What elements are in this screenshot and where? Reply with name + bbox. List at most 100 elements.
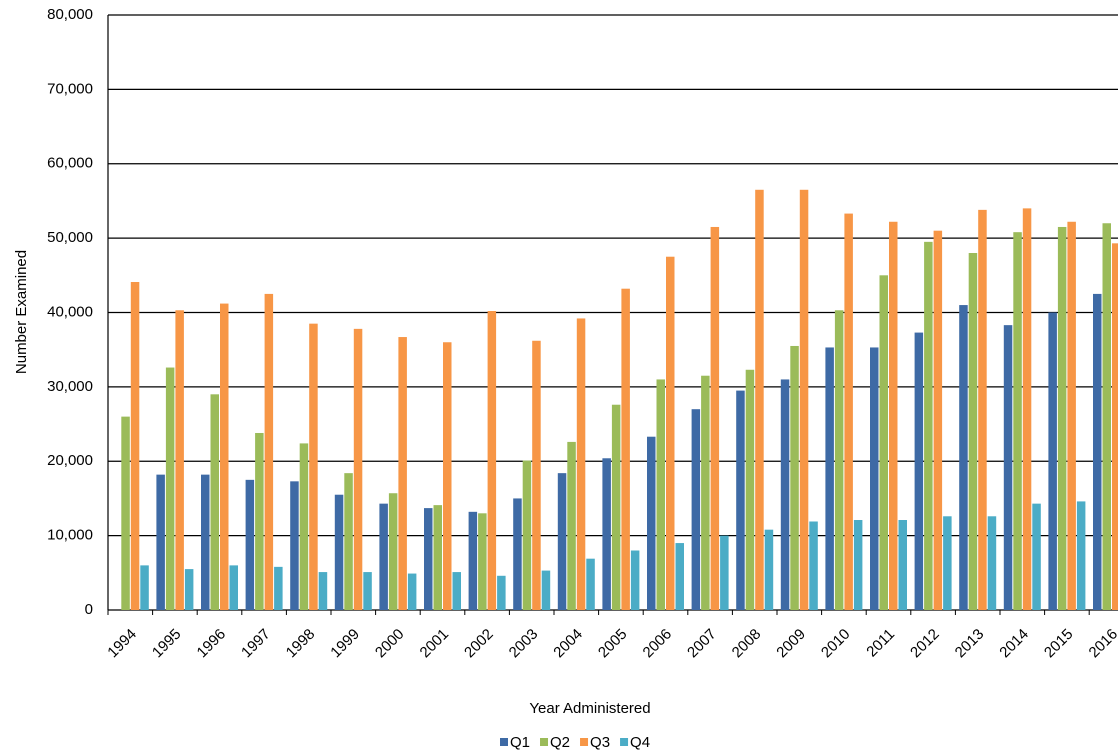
bar: [245, 479, 255, 610]
bar: [379, 503, 388, 610]
bar: [497, 575, 506, 610]
y-tick-label: 30,000: [47, 378, 93, 395]
bar: [299, 443, 309, 610]
x-tick-label: 2001: [417, 626, 453, 662]
legend-swatch: [540, 738, 549, 746]
bar: [407, 573, 417, 610]
bar: [353, 328, 363, 610]
x-axis-title: Year Administered: [529, 700, 650, 717]
bar: [290, 481, 299, 610]
bar: [130, 282, 140, 610]
bar: [452, 572, 461, 610]
bar: [870, 347, 879, 610]
bar: [710, 226, 720, 610]
legend-label: Q3: [590, 734, 610, 751]
bar: [943, 516, 952, 610]
bar: [398, 337, 407, 610]
x-tick-label: 2007: [684, 626, 720, 662]
bar: [1048, 312, 1057, 610]
y-tick-label: 80,000: [47, 6, 93, 23]
bar: [1057, 226, 1067, 610]
bar: [255, 432, 264, 610]
bar: [334, 494, 344, 610]
bar: [1112, 243, 1118, 611]
bar: [388, 493, 398, 610]
bar: [1032, 503, 1041, 610]
bar: [210, 394, 219, 610]
bar: [666, 256, 675, 610]
y-axis-title: Number Examined: [13, 250, 30, 374]
y-tick-label: 70,000: [47, 80, 93, 97]
x-tick-label: 2013: [952, 626, 988, 662]
bar: [363, 572, 372, 610]
bar: [844, 213, 853, 611]
x-tick-label: 2011: [863, 626, 898, 661]
bar: [487, 311, 497, 610]
bar: [853, 520, 863, 610]
bar: [433, 505, 442, 610]
bar: [586, 558, 595, 610]
bar: [1102, 223, 1111, 610]
legend-swatch: [500, 738, 508, 746]
bar: [691, 409, 701, 610]
x-tick-label: 1999: [327, 626, 363, 662]
x-tick-label: 2009: [773, 626, 809, 662]
legend-swatch: [580, 738, 589, 746]
legend-label: Q4: [630, 734, 650, 751]
bar: [745, 369, 755, 610]
bar: [318, 572, 328, 610]
x-tick-label: 1994: [104, 626, 140, 662]
x-tick-label: 2012: [907, 626, 943, 662]
bar: [229, 565, 238, 610]
legend-swatch: [620, 738, 629, 746]
bar: [175, 310, 184, 610]
bar: [933, 230, 943, 610]
bar: [889, 221, 898, 610]
bar: [968, 253, 978, 610]
bar: [879, 275, 888, 610]
bar: [647, 436, 656, 610]
bar: [1022, 208, 1032, 610]
bar: [790, 345, 799, 610]
bar: [675, 543, 684, 610]
bar: [201, 474, 210, 610]
bar: [165, 367, 175, 610]
bar: [621, 288, 630, 610]
bar: [576, 318, 586, 610]
bar: [799, 189, 809, 610]
y-tick-label: 60,000: [47, 155, 93, 172]
bar: [309, 323, 318, 610]
y-tick-label: 40,000: [47, 303, 93, 320]
x-tick-label: 2008: [729, 626, 765, 662]
bar: [1076, 501, 1086, 610]
x-tick-label: 2003: [506, 626, 542, 662]
bar: [264, 293, 274, 610]
x-tick-label: 2014: [996, 626, 1032, 662]
bar: [630, 550, 640, 610]
bar: [1093, 293, 1102, 610]
bar: [987, 516, 997, 610]
legend-label: Q2: [550, 734, 570, 751]
bar: [443, 342, 452, 610]
bar: [959, 305, 968, 610]
bar: [978, 209, 987, 611]
bar: [156, 474, 165, 610]
bar: [274, 566, 283, 610]
bar: [914, 332, 924, 610]
bar: [755, 189, 764, 610]
bar: [541, 570, 551, 610]
x-tick-label: 2006: [640, 626, 676, 662]
bar: [184, 569, 194, 610]
bar: [557, 473, 567, 610]
bar: [1013, 232, 1022, 611]
bar: [140, 565, 149, 610]
bar: [720, 535, 729, 610]
bar: [220, 303, 229, 610]
bar: [513, 498, 522, 610]
bar: [834, 310, 844, 610]
bar: [1067, 221, 1076, 610]
x-tick-label: 2005: [595, 626, 631, 662]
bar: [344, 473, 353, 610]
